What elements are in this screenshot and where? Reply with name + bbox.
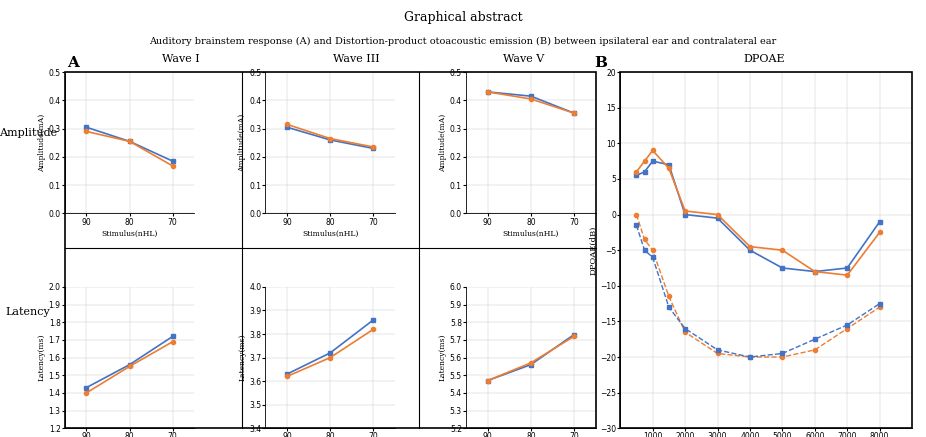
Contralateral (777, 247, 788, 253)
Text: Wave I: Wave I (162, 54, 199, 64)
Ipsilateral(noise) (631, 212, 642, 217)
Y-axis label: Amplitude(mA): Amplitude(mA) (38, 114, 45, 172)
Contralateral(noise) (809, 336, 820, 342)
Ipsilateral(noise) (874, 305, 885, 310)
Ipsilateral (663, 162, 674, 167)
X-axis label: Stimulus(nHL): Stimulus(nHL) (302, 229, 358, 237)
Ipsilateral (809, 269, 820, 274)
Y-axis label: Latency(ms): Latency(ms) (38, 334, 46, 382)
Text: Latency: Latency (6, 308, 50, 317)
Contralateral(noise) (874, 301, 885, 306)
Y-axis label: Latency(ms): Latency(ms) (439, 334, 447, 382)
Contralateral(noise) (842, 323, 853, 328)
Contralateral (842, 273, 853, 278)
Contralateral(noise) (777, 351, 788, 356)
Ipsilateral (745, 247, 756, 253)
Line: Contralateral(noise): Contralateral(noise) (634, 223, 882, 359)
Text: Auditory brainstem response (A) and Distortion-product otoacoustic emission (B) : Auditory brainstem response (A) and Dist… (149, 37, 777, 46)
Contralateral (639, 159, 650, 164)
Line: Ipsilateral(noise): Ipsilateral(noise) (634, 212, 882, 359)
Ipsilateral (647, 159, 658, 164)
Contralateral(noise) (663, 305, 674, 310)
Text: Amplitude: Amplitude (0, 128, 56, 138)
Contralateral (663, 166, 674, 171)
Contralateral(noise) (712, 347, 723, 353)
Text: Wave III: Wave III (333, 54, 380, 64)
Ipsilateral(noise) (663, 294, 674, 299)
Ipsilateral (777, 265, 788, 271)
Contralateral(noise) (745, 354, 756, 360)
Text: Wave V: Wave V (503, 54, 544, 64)
Y-axis label: Amplitude(mA): Amplitude(mA) (238, 114, 246, 172)
Ipsilateral (639, 169, 650, 174)
Ipsilateral(noise) (777, 354, 788, 360)
Contralateral(noise) (680, 326, 691, 331)
Text: Graphical abstract: Graphical abstract (404, 11, 522, 24)
Contralateral (680, 208, 691, 214)
Ipsilateral(noise) (712, 351, 723, 356)
Contralateral(noise) (647, 255, 658, 260)
Text: DPOAE: DPOAE (744, 54, 784, 64)
Ipsilateral(noise) (809, 347, 820, 353)
Ipsilateral (842, 265, 853, 271)
Ipsilateral (631, 173, 642, 178)
Y-axis label: Amplitude(mA): Amplitude(mA) (439, 114, 447, 172)
Y-axis label: DPOAE(dB): DPOAE(dB) (589, 225, 597, 275)
Ipsilateral(noise) (647, 247, 658, 253)
Ipsilateral(noise) (680, 329, 691, 335)
Line: Contralateral: Contralateral (634, 149, 882, 277)
Ipsilateral(noise) (745, 354, 756, 360)
Contralateral (745, 244, 756, 249)
Contralateral(noise) (639, 247, 650, 253)
Line: Ipsilateral: Ipsilateral (634, 159, 882, 274)
Text: B: B (594, 56, 607, 70)
Contralateral (712, 212, 723, 217)
Ipsilateral (712, 215, 723, 221)
Contralateral (809, 269, 820, 274)
Contralateral (874, 230, 885, 235)
Contralateral (647, 148, 658, 153)
Y-axis label: Latency(ms): Latency(ms) (238, 334, 246, 382)
Text: A: A (68, 56, 80, 70)
X-axis label: Stimulus(nHL): Stimulus(nHL) (503, 229, 559, 237)
Ipsilateral(noise) (842, 326, 853, 331)
Ipsilateral (680, 212, 691, 217)
Ipsilateral(noise) (639, 237, 650, 242)
Contralateral(noise) (631, 222, 642, 228)
Contralateral (631, 169, 642, 174)
X-axis label: Stimulus(nHL): Stimulus(nHL) (101, 229, 157, 237)
Ipsilateral (874, 219, 885, 224)
